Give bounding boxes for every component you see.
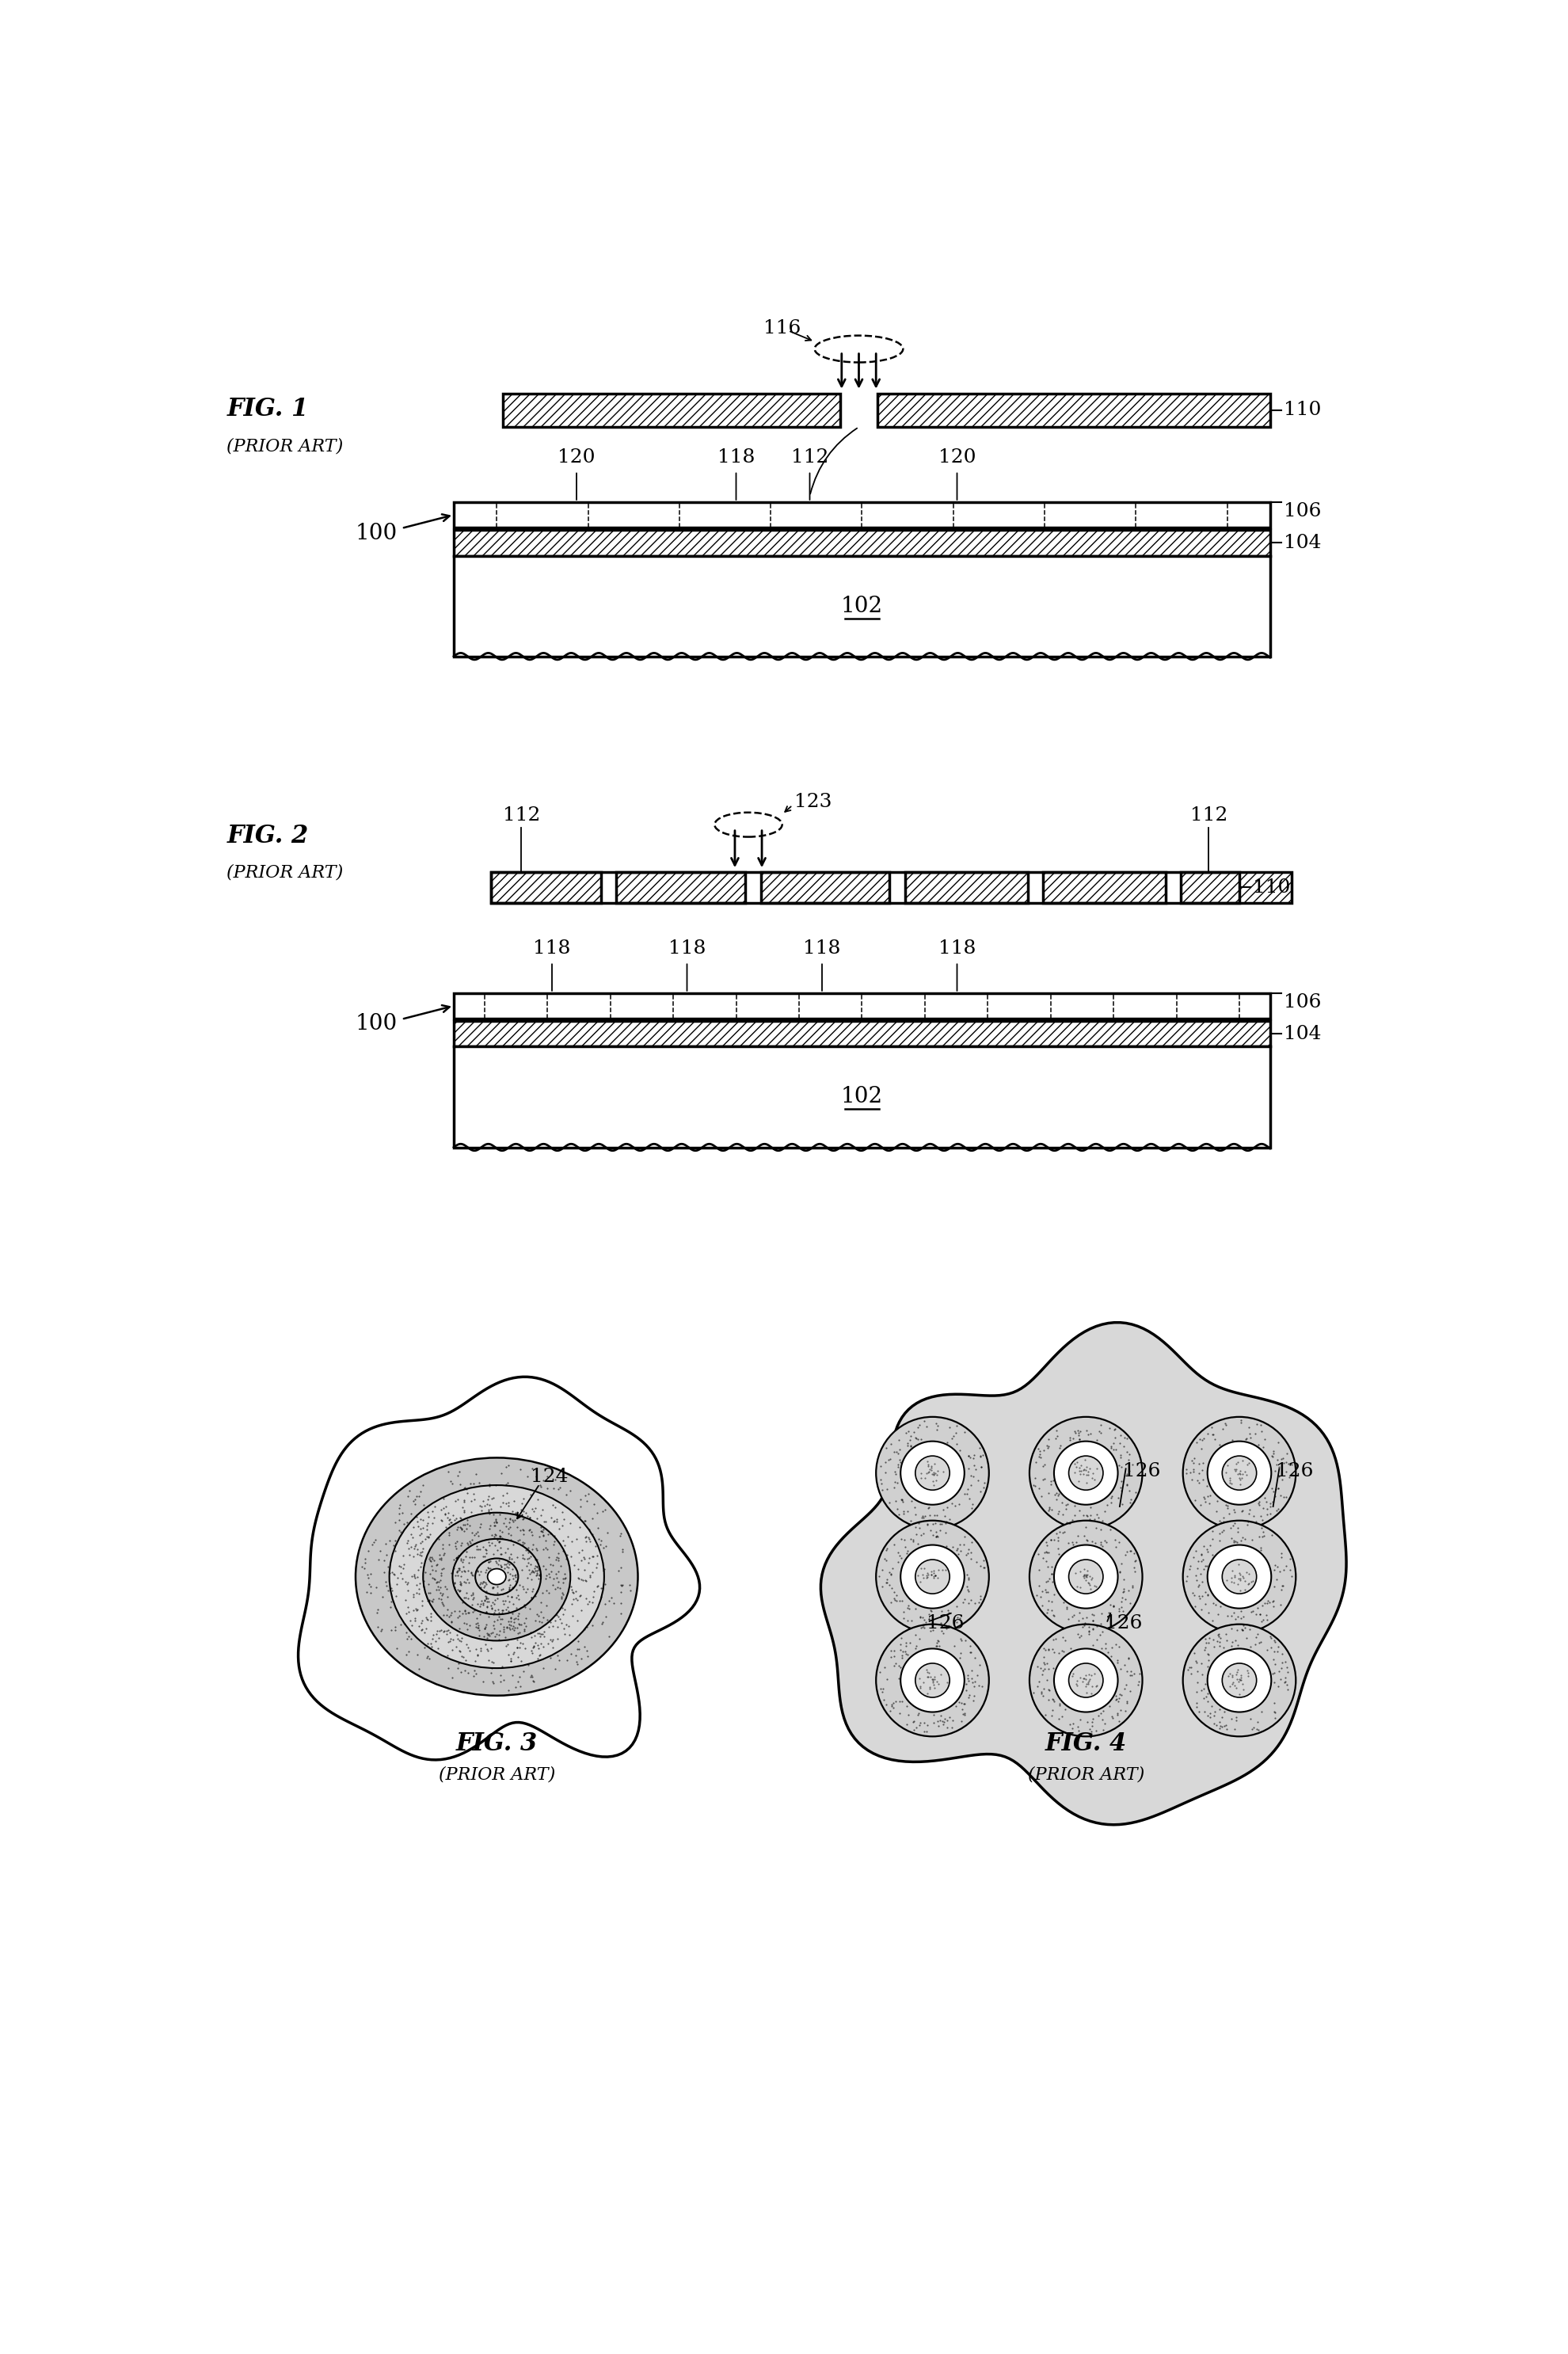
Ellipse shape [488,1568,506,1584]
Ellipse shape [1221,1561,1256,1594]
Ellipse shape [1030,1417,1143,1530]
Polygon shape [820,1323,1347,1824]
Ellipse shape [1054,1544,1118,1608]
Ellipse shape [475,1558,517,1596]
Text: (PRIOR ART): (PRIOR ART) [227,438,343,454]
Bar [453,1022,1270,1048]
Text: 118: 118 [668,939,706,958]
Text: 100: 100 [356,523,398,544]
Bar [877,393,1270,426]
Text: 126: 126 [1123,1462,1160,1481]
Text: 104: 104 [1284,534,1322,551]
Text: 126: 126 [1276,1462,1314,1481]
Bar [491,873,601,902]
Text: 118: 118 [717,447,754,466]
Text: 118: 118 [803,939,840,958]
Bar [453,530,1270,556]
Text: 104: 104 [1284,1024,1322,1043]
Text: (PRIOR ART): (PRIOR ART) [227,864,343,880]
Ellipse shape [1221,1455,1256,1490]
Ellipse shape [1054,1441,1118,1504]
Bar [453,501,1270,527]
Text: 120: 120 [558,447,596,466]
Text: 126: 126 [927,1615,964,1631]
Text: 112: 112 [502,805,539,824]
Bar [503,393,840,426]
Bar [905,873,1027,902]
Text: 106: 106 [1284,501,1322,520]
Ellipse shape [1207,1648,1272,1711]
Text: FIG. 4: FIG. 4 [1044,1733,1127,1756]
Ellipse shape [1207,1441,1272,1504]
Text: FIG. 3: FIG. 3 [456,1733,538,1756]
Ellipse shape [1182,1417,1295,1530]
Bar [1181,873,1292,902]
Ellipse shape [916,1561,950,1594]
Ellipse shape [877,1624,989,1737]
Text: 118: 118 [938,939,975,958]
Text: 124: 124 [530,1469,568,1485]
Ellipse shape [1069,1664,1104,1697]
Ellipse shape [900,1544,964,1608]
Bar [491,873,1239,902]
Polygon shape [298,1377,699,1761]
Ellipse shape [356,1457,638,1695]
Text: 110: 110 [1284,400,1322,419]
Text: 118: 118 [533,939,571,958]
Bar [453,556,1270,657]
Ellipse shape [1221,1664,1256,1697]
Text: 112: 112 [1190,805,1228,824]
Text: 102: 102 [840,1085,883,1109]
Ellipse shape [1182,1521,1295,1634]
Ellipse shape [877,1521,989,1634]
Ellipse shape [1207,1544,1272,1608]
Ellipse shape [900,1648,964,1711]
Text: (PRIOR ART): (PRIOR ART) [1027,1766,1145,1782]
Ellipse shape [916,1664,950,1697]
Text: (PRIOR ART): (PRIOR ART) [439,1766,555,1782]
Bar [760,873,889,902]
Ellipse shape [1030,1624,1143,1737]
Text: FIG. 1: FIG. 1 [227,395,309,421]
Bar [453,1048,1270,1146]
Bar [616,873,745,902]
Text: 126: 126 [1104,1615,1142,1631]
Ellipse shape [1069,1561,1104,1594]
Text: 112: 112 [790,447,828,466]
Ellipse shape [916,1455,950,1490]
Text: 100: 100 [356,1015,398,1036]
Ellipse shape [1069,1455,1104,1490]
Text: 102: 102 [840,596,883,617]
Text: 120: 120 [938,447,975,466]
Ellipse shape [900,1441,964,1504]
Ellipse shape [1182,1624,1295,1737]
Text: 110: 110 [1253,878,1290,897]
Ellipse shape [1030,1521,1143,1634]
Text: 106: 106 [1284,993,1322,1012]
Text: 116: 116 [764,320,801,337]
Ellipse shape [877,1417,989,1530]
Bar [453,993,1270,1019]
Bar [1043,873,1165,902]
Ellipse shape [1054,1648,1118,1711]
Ellipse shape [453,1540,541,1615]
Ellipse shape [423,1514,571,1641]
Text: FIG. 2: FIG. 2 [227,824,309,847]
Ellipse shape [389,1485,604,1669]
Text: 123: 123 [795,793,833,812]
